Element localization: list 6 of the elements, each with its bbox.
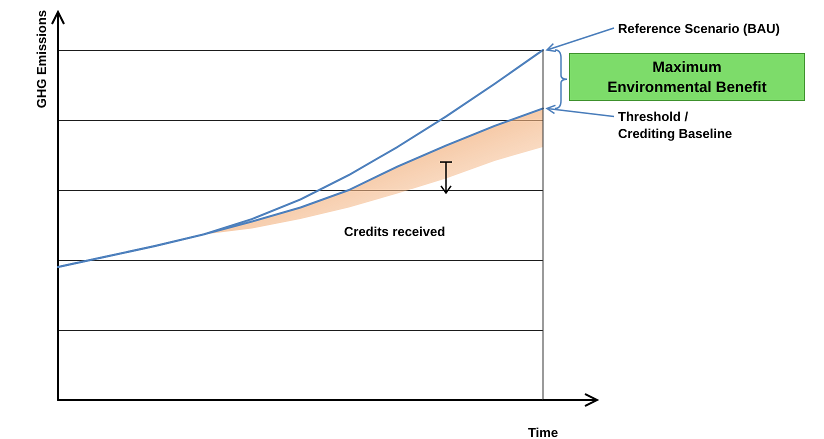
text: Maximum Environmental Benefit xyxy=(569,53,805,102)
annotation: Credits received xyxy=(344,224,446,238)
y-axis-title: GHG Emissions xyxy=(34,10,49,108)
text: Reference Scenario (BAU) xyxy=(618,20,781,37)
text: Threshold / Crediting Baseline xyxy=(618,108,734,142)
x-axis-title: Time xyxy=(528,425,558,439)
